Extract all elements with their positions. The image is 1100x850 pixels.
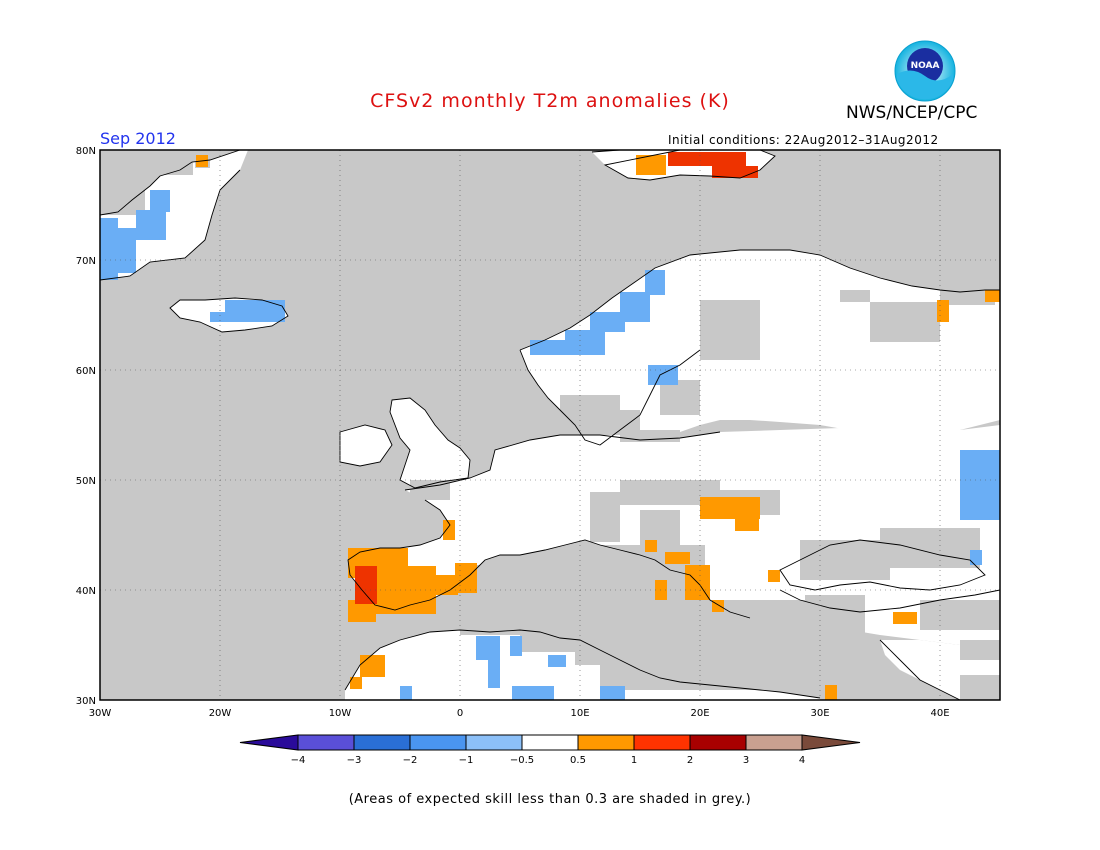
lat-label: 30N: [76, 696, 96, 707]
legend-tick-label: 0.5: [570, 755, 586, 766]
lat-label: 50N: [76, 476, 96, 487]
graticule: [100, 150, 1000, 700]
lon-label: 40E: [930, 708, 949, 719]
lon-label: 10W: [329, 708, 352, 719]
legend-tick-label: 2: [687, 755, 693, 766]
noaa-logo-icon: NOAA: [894, 40, 956, 102]
legend-swatch: [353, 734, 411, 751]
agency-label: NWS/NCEP/CPC: [846, 103, 978, 123]
legend-swatch: [409, 734, 467, 751]
negative-anomaly-areas: [100, 190, 1000, 700]
legend-swatch: [577, 734, 635, 751]
lon-label: 20W: [209, 708, 232, 719]
legend-arrow-high: [801, 734, 861, 751]
legend-swatch: [633, 734, 691, 751]
initial-conditions: Initial conditions: 22Aug2012–31Aug2012: [668, 133, 939, 147]
legend-swatch: [521, 734, 579, 751]
legend-swatch: [745, 734, 803, 751]
legend-swatch: [689, 734, 747, 751]
lon-label: 30W: [89, 708, 112, 719]
legend-tick-label: −2: [403, 755, 418, 766]
strong-positive-anomaly-areas: [355, 152, 758, 604]
legend-tick-label: 4: [799, 755, 805, 766]
lon-label: 30E: [810, 708, 829, 719]
lon-label: 0: [457, 708, 463, 719]
chart-title: CFSv2 monthly T2m anomalies (K): [370, 90, 730, 112]
coastlines: [99, 149, 1001, 701]
legend-tick-label: −3: [347, 755, 362, 766]
lat-label: 70N: [76, 256, 96, 267]
lon-label: 20E: [690, 708, 709, 719]
legend-tick-label: 3: [743, 755, 749, 766]
legend-tick-label: −0.5: [510, 755, 534, 766]
lat-label: 60N: [76, 366, 96, 377]
forecast-month: Sep 2012: [100, 129, 176, 148]
skill-footnote: (Areas of expected skill less than 0.3 a…: [348, 792, 752, 807]
legend-tick-label: 1: [631, 755, 637, 766]
legend-tick-label: −4: [291, 755, 306, 766]
legend-swatch: [465, 734, 523, 751]
color-legend: −4 −3 −2 −1 −0.5 0.5 1 2 3 4: [239, 734, 861, 766]
longitude-labels: 30W 20W 10W 0 10E 20E 30E 40E: [89, 708, 950, 719]
legend-arrow-low: [239, 734, 299, 751]
legend-tick-label: −1: [459, 755, 474, 766]
latitude-labels: 80N 70N 60N 50N 40N 30N: [76, 146, 96, 707]
low-skill-areas: [100, 150, 1000, 700]
lon-label: 10E: [570, 708, 589, 719]
legend-swatch: [297, 734, 355, 751]
svg-text:NOAA: NOAA: [911, 61, 940, 71]
lat-label: 80N: [76, 146, 96, 157]
lat-label: 40N: [76, 586, 96, 597]
